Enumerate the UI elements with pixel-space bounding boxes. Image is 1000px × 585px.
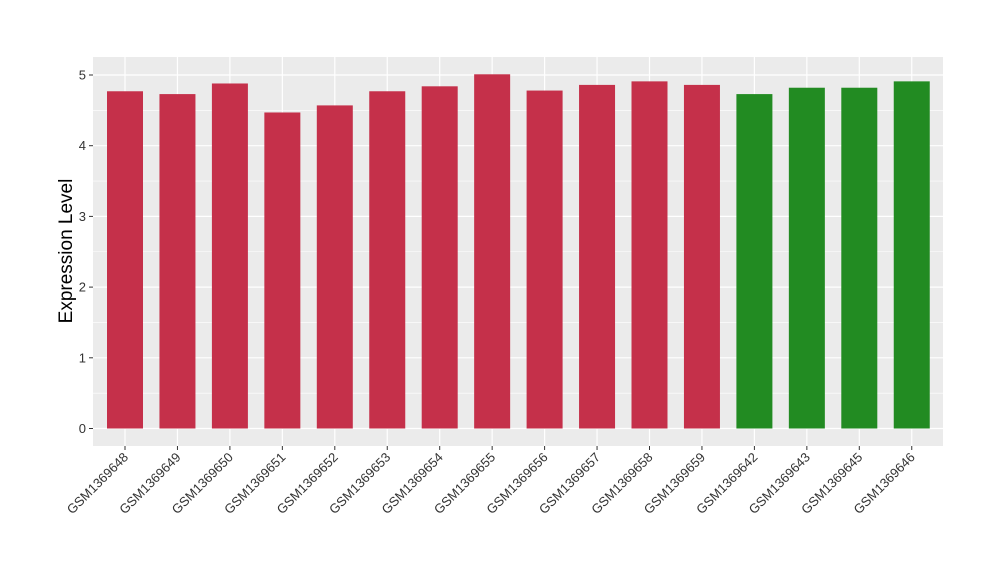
y-tick-label: 0 <box>79 421 86 436</box>
x-axis: GSM1369648GSM1369649GSM1369650GSM1369651… <box>64 446 918 517</box>
bar-GSM1369650 <box>211 83 248 429</box>
bar-GSM1369657 <box>579 84 616 429</box>
y-tick-label: 5 <box>79 68 86 83</box>
bar-GSM1369649 <box>159 94 196 429</box>
bar-GSM1369659 <box>683 84 720 429</box>
bar-GSM1369648 <box>107 91 143 429</box>
y-axis: 0 1 2 3 4 5 <box>79 68 93 436</box>
bar-GSM1369645 <box>841 87 878 429</box>
bar-GSM1369651 <box>264 112 301 429</box>
bar-GSM1369652 <box>316 105 353 429</box>
y-axis-label: Expression Level <box>56 179 77 324</box>
bars-group <box>107 74 930 429</box>
bar-GSM1369658 <box>631 81 668 429</box>
y-tick-label: 4 <box>79 138 86 153</box>
bar-GSM1369642 <box>736 94 773 429</box>
y-tick-label: 1 <box>79 350 86 365</box>
y-tick-label: 3 <box>79 209 86 224</box>
bar-GSM1369643 <box>788 87 825 429</box>
bar-GSM1369653 <box>369 91 406 429</box>
y-tick-label: 2 <box>79 280 86 295</box>
bar-GSM1369655 <box>474 74 511 429</box>
bar-GSM1369656 <box>526 90 563 429</box>
bar-GSM1369646 <box>893 81 930 429</box>
bar-GSM1369654 <box>421 86 458 429</box>
